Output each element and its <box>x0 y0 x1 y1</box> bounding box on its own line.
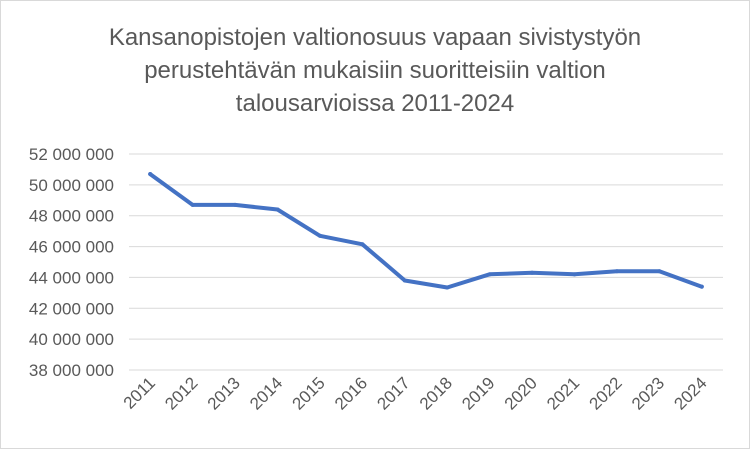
y-tick-label: 46 000 000 <box>29 238 114 257</box>
data-point <box>148 172 153 177</box>
data-point <box>360 242 365 247</box>
data-point <box>402 278 407 283</box>
data-point <box>572 272 577 277</box>
x-tick-label: 2013 <box>204 373 244 413</box>
data-point <box>275 207 280 212</box>
y-tick-label: 38 000 000 <box>29 361 114 380</box>
x-tick-label: 2019 <box>458 373 498 413</box>
x-tick-label: 2018 <box>416 373 456 413</box>
chart-title-line-2: perustehtävän mukaisiin suoritteisiin va… <box>144 57 606 84</box>
x-tick-label: 2020 <box>501 373 541 413</box>
data-point <box>445 285 450 290</box>
data-point <box>317 233 322 238</box>
data-point <box>530 270 535 275</box>
y-tick-label: 48 000 000 <box>29 207 114 226</box>
chart-title: Kansanopistojen valtionosuus vapaan sivi… <box>1 21 749 120</box>
y-tick-label: 42 000 000 <box>29 299 114 318</box>
data-point <box>487 272 492 277</box>
x-tick-label: 2017 <box>373 373 413 413</box>
data-point <box>614 269 619 274</box>
chart-title-line-3: talousarvioissa 2011-2024 <box>235 90 515 117</box>
data-point <box>190 202 195 207</box>
x-tick-label: 2016 <box>331 373 371 413</box>
chart-title-line-1: Kansanopistojen valtionosuus vapaan sivi… <box>108 24 642 51</box>
data-point <box>233 202 238 207</box>
x-tick-label: 2023 <box>628 373 668 413</box>
y-tick-label: 40 000 000 <box>29 330 114 349</box>
x-tick-label: 2021 <box>543 373 583 413</box>
y-tick-label: 50 000 000 <box>29 176 114 195</box>
x-tick-label: 2024 <box>670 373 710 413</box>
series-line <box>148 172 704 290</box>
y-tick-label: 52 000 000 <box>29 145 114 164</box>
x-tick-label: 2022 <box>586 373 626 413</box>
y-tick-label: 44 000 000 <box>29 268 114 287</box>
data-point <box>657 269 662 274</box>
data-point <box>699 284 704 289</box>
x-tick-label: 2015 <box>289 373 329 413</box>
x-tick-label: 2011 <box>120 373 159 412</box>
x-tick-label: 2014 <box>246 373 286 413</box>
x-tick-label: 2012 <box>161 373 201 413</box>
